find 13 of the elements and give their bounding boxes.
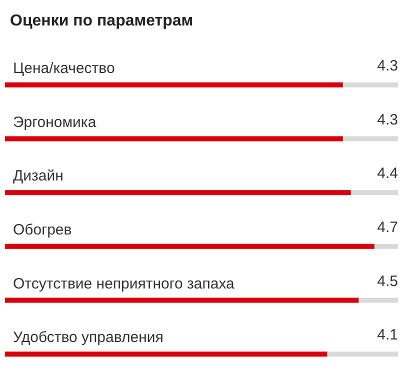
data-label: 4.5 bbox=[377, 272, 398, 290]
chart-title: Оценки по параметрам bbox=[10, 12, 194, 30]
data-label: 4.3 bbox=[377, 111, 398, 128]
data-label: 4.1 bbox=[377, 326, 398, 344]
data-label: 4.3 bbox=[377, 57, 398, 74]
y-tick-label: Удобство управления bbox=[13, 329, 164, 346]
y-tick-label: Отсутствие неприятного запаха bbox=[13, 275, 236, 292]
y-tick-label: Эргономика bbox=[13, 114, 97, 131]
y-tick-label: Дизайн bbox=[13, 168, 64, 185]
data-label: 4.7 bbox=[377, 218, 398, 236]
data-label: 4.4 bbox=[377, 165, 398, 182]
y-tick-label: Цена/качество bbox=[13, 60, 115, 77]
y-tick-label: Обогрев bbox=[13, 221, 72, 238]
